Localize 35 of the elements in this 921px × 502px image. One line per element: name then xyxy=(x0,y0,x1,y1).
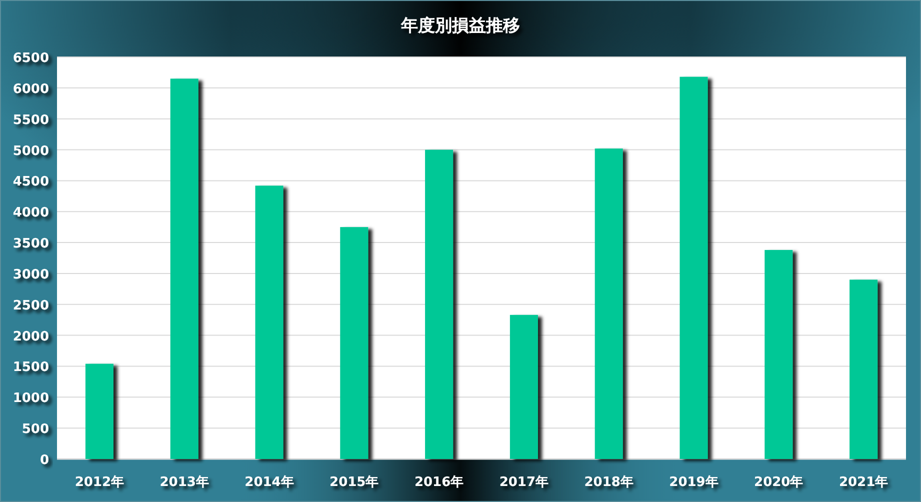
bar xyxy=(85,364,114,459)
bar xyxy=(594,148,623,459)
y-tick-label: 4000 xyxy=(12,206,49,221)
y-tick-label: 500 xyxy=(22,422,49,438)
y-tick-label: 2000 xyxy=(12,329,49,344)
bar xyxy=(340,227,368,459)
x-tick-label: 2012年 xyxy=(74,475,124,490)
bar xyxy=(680,76,708,459)
y-tick-label: 2500 xyxy=(12,298,49,314)
bar xyxy=(764,250,793,459)
y-tick-label: 5000 xyxy=(12,144,49,159)
x-tick-label: 2014年 xyxy=(244,475,294,490)
x-tick-label: 2016年 xyxy=(414,475,464,490)
y-tick-label: 1500 xyxy=(12,360,49,376)
y-tick-label: 5500 xyxy=(12,112,49,128)
y-tick-label: 4500 xyxy=(12,174,49,190)
bar xyxy=(170,78,198,459)
x-tick-label: 2020年 xyxy=(754,475,804,490)
x-tick-label: 2018年 xyxy=(584,475,634,490)
x-tick-label: 2019年 xyxy=(669,475,718,490)
y-tick-label: 0 xyxy=(40,453,49,468)
x-tick-label: 2017年 xyxy=(499,475,549,490)
x-tick-label: 2021年 xyxy=(838,475,888,490)
bar xyxy=(425,150,454,459)
y-tick-label: 3000 xyxy=(12,267,49,282)
bar xyxy=(850,280,878,459)
chart-title: 年度別損益推移 xyxy=(400,16,520,36)
bar xyxy=(255,186,284,459)
y-tick-label: 1000 xyxy=(12,391,49,406)
y-tick-label: 6500 xyxy=(12,51,49,66)
x-tick-label: 2015年 xyxy=(330,475,379,490)
y-tick-label: 6000 xyxy=(12,82,49,97)
x-tick-label: 2013年 xyxy=(160,475,209,490)
y-tick-label: 3500 xyxy=(12,236,49,252)
bar xyxy=(510,314,538,459)
